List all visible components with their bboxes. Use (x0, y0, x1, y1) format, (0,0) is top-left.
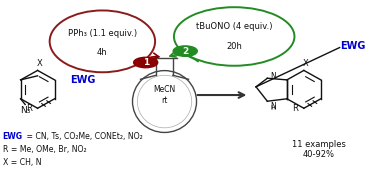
Circle shape (134, 57, 158, 68)
Text: X = CH, N: X = CH, N (3, 158, 41, 167)
Text: = CN, Ts, CO₂Me, CONEt₂, NO₂: = CN, Ts, CO₂Me, CONEt₂, NO₂ (24, 132, 143, 141)
Text: N₃: N₃ (20, 106, 30, 115)
Text: X: X (303, 59, 308, 68)
Text: 1: 1 (143, 58, 149, 67)
Text: H: H (270, 105, 276, 111)
Text: 20h: 20h (226, 42, 242, 51)
Text: EWG: EWG (340, 41, 366, 51)
Text: 11 examples
40-92%: 11 examples 40-92% (292, 140, 346, 159)
Text: N: N (270, 102, 276, 111)
Text: R = Me, OMe, Br, NO₂: R = Me, OMe, Br, NO₂ (3, 145, 86, 154)
Text: R: R (292, 104, 298, 113)
Circle shape (173, 46, 197, 56)
Text: EWG: EWG (70, 75, 96, 84)
Text: EWG: EWG (3, 132, 23, 141)
Text: MeCN
rt: MeCN rt (153, 85, 176, 105)
Text: X: X (37, 59, 42, 68)
Text: PPh₃ (1.1 equiv.): PPh₃ (1.1 equiv.) (68, 29, 137, 38)
Text: R: R (26, 104, 32, 113)
Text: 4h: 4h (97, 48, 108, 57)
Text: 2: 2 (182, 47, 188, 56)
Text: N: N (270, 73, 276, 81)
Text: tBuONO (4 equiv.): tBuONO (4 equiv.) (196, 22, 273, 31)
